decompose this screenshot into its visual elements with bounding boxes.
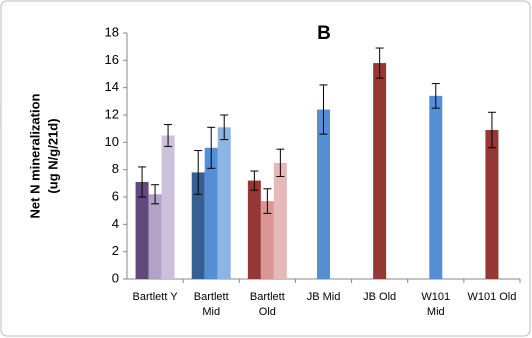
y-tick-label: 12 bbox=[105, 106, 119, 121]
bar bbox=[317, 109, 330, 280]
bar bbox=[191, 172, 205, 279]
error-bar bbox=[487, 111, 496, 149]
error-bar bbox=[250, 170, 259, 191]
error-bar bbox=[276, 148, 285, 177]
y-tick-label: 6 bbox=[112, 188, 119, 203]
bar bbox=[429, 95, 443, 279]
bar bbox=[373, 63, 387, 279]
bar bbox=[485, 130, 499, 279]
error-bar bbox=[263, 188, 272, 214]
x-tick-label: JB Mid bbox=[307, 291, 341, 303]
y-axis-label: Net N mineralization bbox=[27, 93, 42, 218]
x-tick-label: Mid bbox=[202, 306, 220, 318]
x-tick-label: W101 bbox=[421, 291, 450, 303]
x-tick-label: JB Old bbox=[363, 291, 396, 303]
error-bar bbox=[151, 184, 160, 205]
y-tick-label: 4 bbox=[112, 216, 119, 231]
error-bar bbox=[207, 126, 216, 169]
y-tick-label: 8 bbox=[112, 161, 119, 176]
y-axis-label: (ug N/g/21d) bbox=[45, 118, 60, 193]
x-tick-label: W101 Old bbox=[467, 291, 516, 303]
error-bar bbox=[431, 83, 440, 109]
bar bbox=[217, 127, 231, 279]
bar bbox=[260, 201, 274, 279]
bar bbox=[161, 135, 175, 279]
y-tick-label: 0 bbox=[112, 270, 119, 285]
y-tick-label: 14 bbox=[105, 79, 119, 94]
x-tick-label: Bartlett bbox=[194, 291, 229, 303]
x-tick-label: Bartlett Y bbox=[133, 291, 179, 303]
x-tick-label: Old bbox=[259, 306, 276, 318]
x-tick-label: Mid bbox=[427, 306, 445, 318]
error-bar bbox=[194, 150, 203, 195]
y-tick-label: 16 bbox=[105, 52, 119, 67]
error-bar bbox=[220, 114, 229, 141]
bar bbox=[247, 180, 261, 279]
error-bar bbox=[375, 47, 384, 79]
x-tick-label: Bartlett bbox=[250, 291, 285, 303]
error-bar bbox=[319, 84, 328, 135]
error-bar bbox=[138, 166, 147, 198]
error-bar bbox=[164, 124, 173, 147]
y-tick-label: 10 bbox=[105, 134, 119, 149]
bar bbox=[273, 162, 287, 279]
bar bbox=[148, 194, 162, 279]
bar bbox=[204, 147, 218, 279]
bar bbox=[135, 181, 149, 279]
chart-title: B bbox=[317, 23, 331, 44]
y-tick-label: 18 bbox=[105, 24, 119, 39]
y-tick-label: 2 bbox=[112, 243, 119, 258]
